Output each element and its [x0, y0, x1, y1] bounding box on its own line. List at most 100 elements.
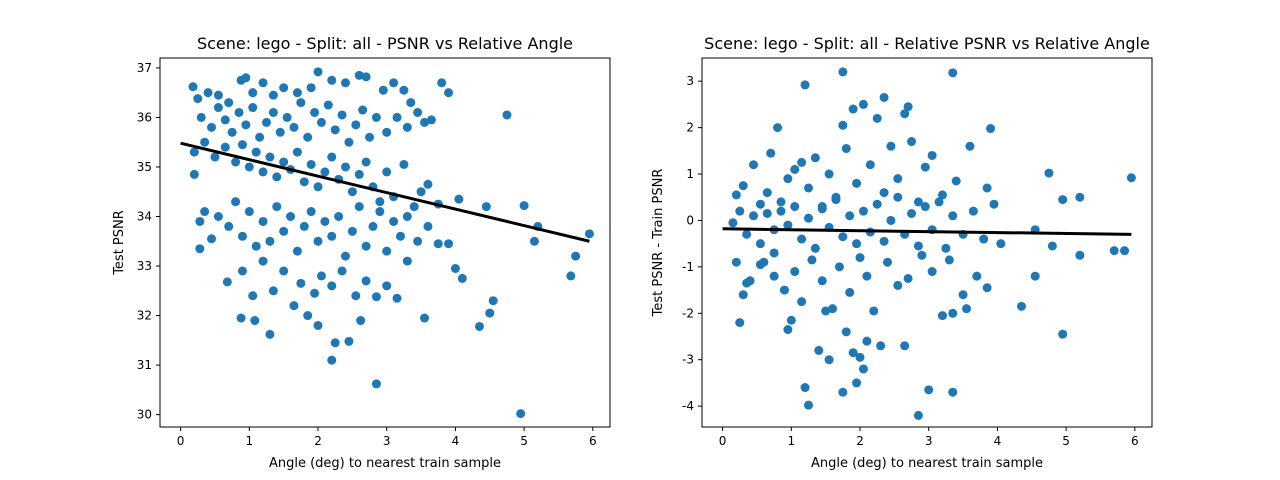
data-point: [900, 109, 910, 119]
data-point: [948, 68, 958, 78]
data-point: [1120, 246, 1130, 256]
data-point: [838, 387, 848, 397]
data-point: [882, 257, 892, 267]
data-point: [831, 195, 841, 205]
data-point: [224, 98, 234, 108]
x-tick-label: 2: [314, 434, 322, 448]
data-point: [786, 315, 796, 325]
data-point: [420, 313, 430, 323]
data-point: [869, 306, 879, 316]
data-point: [824, 169, 834, 179]
data-point: [306, 159, 316, 169]
data-point: [886, 215, 896, 225]
data-point: [845, 211, 855, 221]
data-point: [927, 150, 937, 160]
data-point: [292, 246, 302, 256]
data-point: [814, 345, 824, 355]
data-point: [979, 234, 989, 244]
data-point: [879, 188, 889, 198]
data-point: [193, 94, 203, 104]
data-point: [900, 341, 910, 351]
data-point: [279, 157, 289, 167]
data-point: [244, 162, 254, 172]
x-tick-label: 1: [787, 434, 795, 448]
data-point: [989, 199, 999, 209]
data-point: [779, 285, 789, 295]
data-point: [913, 241, 923, 251]
data-point: [320, 216, 330, 226]
data-point: [368, 221, 378, 231]
data-point: [224, 221, 234, 231]
data-point: [292, 88, 302, 98]
data-point: [797, 297, 807, 307]
data-point: [207, 234, 217, 244]
data-point: [251, 147, 261, 157]
chart-right-frame: [701, 57, 1153, 428]
data-point: [986, 124, 996, 134]
data-point: [358, 105, 368, 115]
data-point: [320, 167, 330, 177]
data-point: [962, 304, 972, 314]
data-point: [279, 266, 289, 276]
y-tick-label: 1: [686, 167, 694, 181]
data-point: [409, 202, 419, 212]
data-point: [213, 90, 223, 100]
data-point: [913, 410, 923, 420]
data-point: [790, 202, 800, 212]
data-point: [879, 236, 889, 246]
data-point: [222, 277, 232, 287]
data-point: [937, 311, 947, 321]
data-point: [731, 257, 741, 267]
y-tick-label: 31: [137, 358, 152, 372]
data-point: [516, 409, 526, 419]
data-point: [797, 234, 807, 244]
data-point: [227, 127, 237, 137]
x-tick-label: 5: [1062, 434, 1070, 448]
data-point: [282, 112, 292, 122]
chart-left-title: Scene: lego - Split: all - PSNR vs Relat…: [197, 34, 573, 53]
data-point: [413, 107, 423, 117]
data-point: [313, 182, 323, 192]
data-point: [272, 202, 282, 212]
data-point: [862, 336, 872, 346]
data-point: [286, 211, 296, 221]
data-point: [299, 221, 309, 231]
data-point: [817, 276, 827, 286]
data-point: [948, 211, 958, 221]
data-point: [279, 83, 289, 93]
data-point: [237, 266, 247, 276]
data-point: [858, 99, 868, 109]
data-point: [382, 281, 392, 291]
data-point: [327, 281, 337, 291]
data-point: [893, 192, 903, 202]
chart-right: Scene: lego - Split: all - Relative PSNR…: [651, 34, 1153, 471]
data-point: [344, 137, 354, 147]
data-point: [738, 181, 748, 191]
data-point: [420, 117, 430, 127]
data-point: [361, 241, 371, 251]
data-point: [858, 364, 868, 374]
data-point: [937, 190, 947, 200]
data-point: [200, 207, 210, 217]
data-point: [316, 117, 326, 127]
data-point: [268, 286, 278, 296]
data-point: [241, 73, 251, 83]
data-point: [189, 147, 199, 157]
data-point: [213, 211, 223, 221]
data-point: [924, 385, 934, 395]
data-point: [917, 250, 927, 260]
data-point: [389, 216, 399, 226]
data-point: [1075, 192, 1085, 202]
data-point: [502, 110, 512, 120]
data-point: [810, 153, 820, 163]
data-point: [354, 202, 364, 212]
data-point: [337, 266, 347, 276]
data-point: [268, 90, 278, 100]
y-tick-label: 37: [137, 61, 152, 75]
chart-left-ylabel: Test PSNR: [112, 210, 127, 276]
data-point: [361, 276, 371, 286]
data-point: [838, 120, 848, 130]
data-point: [886, 141, 896, 151]
